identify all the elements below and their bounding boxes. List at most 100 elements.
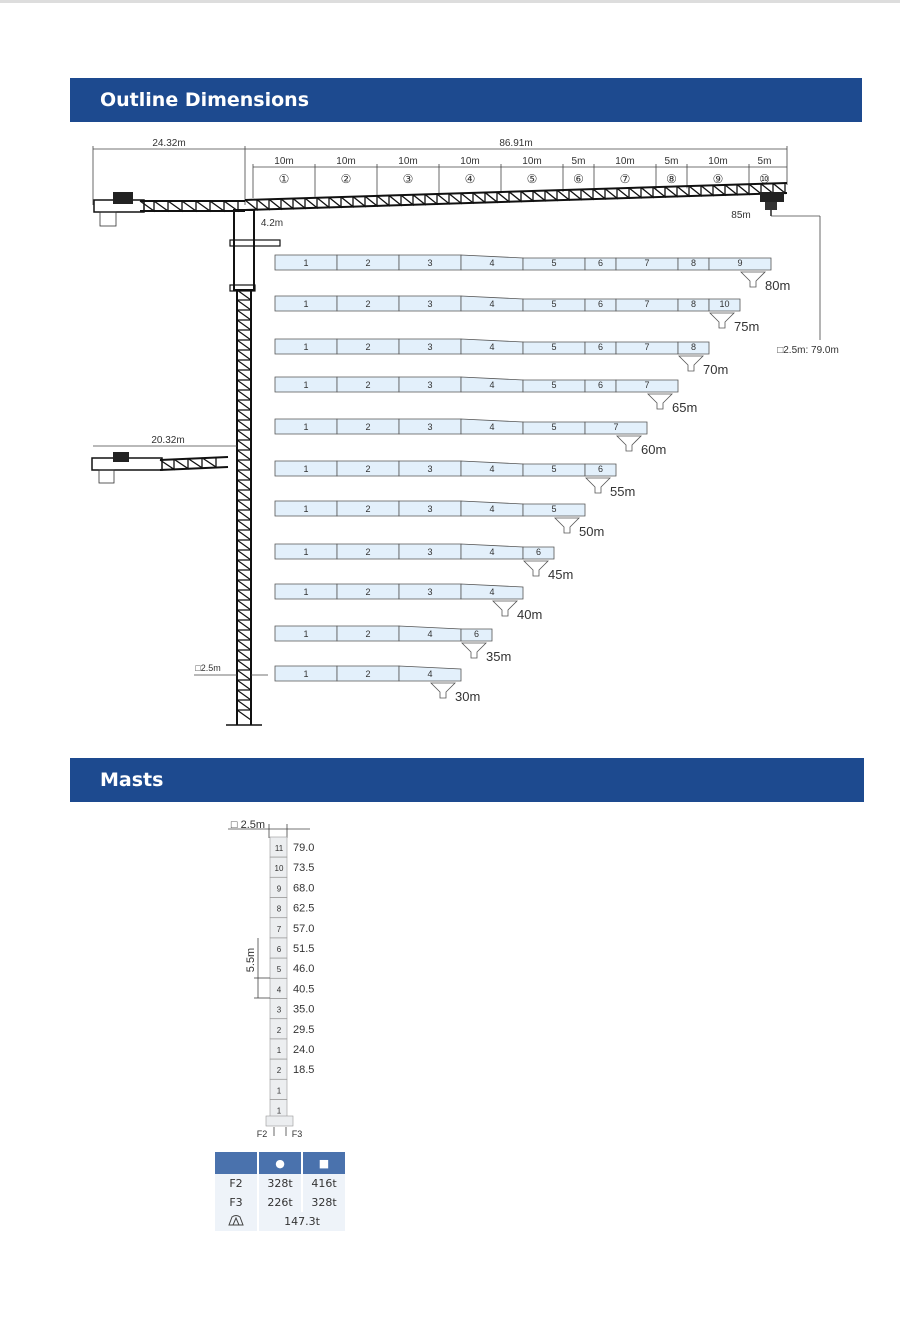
jib-section-length: 10m bbox=[522, 156, 541, 167]
jib-segment bbox=[398, 665, 462, 682]
jib-section-length: 10m bbox=[398, 156, 417, 167]
counterweight-icon bbox=[215, 1212, 257, 1231]
jib-segment-number: 1 bbox=[303, 669, 308, 679]
jib-segment-number: 6 bbox=[536, 547, 541, 557]
jib-length-label: 65m bbox=[672, 400, 697, 415]
cell: 226t bbox=[259, 1193, 301, 1212]
jib-segment-number: 6 bbox=[598, 299, 603, 309]
mast-height-value: 68.0 bbox=[293, 882, 314, 894]
mast-base-section bbox=[265, 1115, 294, 1127]
jib-section-number: ⑦ bbox=[620, 172, 631, 186]
jib-segment-number: 3 bbox=[427, 380, 432, 390]
jib-segment-number: 5 bbox=[551, 422, 556, 432]
mast-height-value: 40.5 bbox=[293, 983, 314, 995]
jib-section-number: ⑨ bbox=[713, 172, 724, 186]
hoist-winch bbox=[113, 192, 133, 204]
platform bbox=[229, 239, 281, 247]
jib-length-label: 70m bbox=[703, 362, 728, 377]
jib-section-length: 5m bbox=[665, 156, 679, 167]
jib-segment bbox=[708, 298, 741, 312]
mast-section-type: 1 bbox=[277, 1086, 282, 1095]
jib-segment-number: 1 bbox=[303, 299, 308, 309]
jib-section-number: ⑧ bbox=[666, 172, 677, 186]
jib-truss bbox=[244, 182, 788, 201]
jib-segment-number: 4 bbox=[489, 587, 494, 597]
mast-section-type: 7 bbox=[277, 925, 282, 934]
mast-height-value: 35.0 bbox=[293, 1004, 314, 1016]
mast-load-table: ● ■ F2 328t 416t F3 226t 328t 147.3t bbox=[213, 1152, 347, 1231]
jib-segment-number: 5 bbox=[551, 464, 556, 474]
jib-segment-number: 7 bbox=[644, 342, 649, 352]
row-label: F3 bbox=[215, 1193, 257, 1212]
jib-segment-number: 3 bbox=[427, 299, 432, 309]
jib-section-length: 5m bbox=[572, 156, 586, 167]
jib-section-length: 5m bbox=[758, 156, 772, 167]
jib-section-number: ⑤ bbox=[527, 172, 538, 186]
jib-segment-number: 3 bbox=[427, 464, 432, 474]
platform bbox=[229, 284, 256, 292]
jib-segment-number: 1 bbox=[303, 342, 308, 352]
lower-jib-truss bbox=[159, 466, 229, 471]
jib-section-length: 10m bbox=[460, 156, 479, 167]
mast-height-value: 24.0 bbox=[293, 1044, 314, 1056]
jib-segment bbox=[460, 628, 493, 642]
jib-segment-number: 4 bbox=[427, 629, 432, 639]
mast-height-value: 18.5 bbox=[293, 1064, 314, 1076]
table-row: F3 226t 328t bbox=[215, 1193, 345, 1212]
jib-length-label: 75m bbox=[734, 319, 759, 334]
jib-segment-number: 6 bbox=[598, 464, 603, 474]
jib-segment bbox=[677, 341, 710, 355]
table-header-blank bbox=[215, 1152, 257, 1174]
jib-segment-number: 4 bbox=[427, 669, 432, 679]
jib-section-length: 10m bbox=[274, 156, 293, 167]
jib-segment-number: 4 bbox=[489, 504, 494, 514]
mast-section-type: 2 bbox=[277, 1066, 282, 1075]
jib-length-label: 55m bbox=[610, 484, 635, 499]
mast-section-type: 10 bbox=[275, 864, 284, 873]
force-f3-label: F3 bbox=[292, 1129, 303, 1139]
jib-segment-number: 6 bbox=[474, 629, 479, 639]
jib-truss-lacing bbox=[244, 182, 786, 211]
hook-icon bbox=[616, 435, 642, 452]
lower-hoist-winch bbox=[113, 452, 129, 462]
lower-counter-jib-length-label: 20.32m bbox=[151, 435, 184, 446]
mast-section-type: 2 bbox=[277, 1026, 282, 1035]
jib-segment-number: 2 bbox=[365, 504, 370, 514]
jib-length-label: 40m bbox=[517, 607, 542, 622]
mast-section-type: 1 bbox=[277, 1107, 282, 1116]
jib-segment-number: 1 bbox=[303, 258, 308, 268]
mast-section-type: 1 bbox=[277, 1046, 282, 1055]
jib-length-label: 86.91m bbox=[499, 138, 532, 149]
section-height-label: 5.5m bbox=[245, 948, 257, 972]
jib-segment-number: 4 bbox=[489, 380, 494, 390]
jib-segment-number: 1 bbox=[303, 380, 308, 390]
lower-counterweight-block bbox=[98, 469, 115, 484]
jib-segment-number: 5 bbox=[551, 299, 556, 309]
jib-segment-number: 7 bbox=[613, 422, 618, 432]
jib-segment-number: 3 bbox=[427, 587, 432, 597]
hook-icon bbox=[554, 517, 580, 534]
jib-segment bbox=[460, 583, 524, 600]
jib-section-length: 10m bbox=[615, 156, 634, 167]
jib-segment-number: 7 bbox=[644, 258, 649, 268]
jib-segment-number: 7 bbox=[644, 380, 649, 390]
jib-segment-number: 1 bbox=[303, 587, 308, 597]
mast-section-type: 11 bbox=[275, 844, 284, 853]
jib-segment-number: 1 bbox=[303, 504, 308, 514]
jib-segment-number: 2 bbox=[365, 669, 370, 679]
row-label: F2 bbox=[215, 1174, 257, 1193]
jib-segment-number: 8 bbox=[691, 342, 696, 352]
mast-section-type: 6 bbox=[277, 945, 282, 954]
jib-segment-number: 1 bbox=[303, 464, 308, 474]
jib-segment-number: 2 bbox=[365, 547, 370, 557]
jib-section-number: ③ bbox=[403, 172, 414, 186]
table-row: F2 328t 416t bbox=[215, 1174, 345, 1193]
jib-segment-number: 5 bbox=[551, 342, 556, 352]
mast-height-value: 79.0 bbox=[293, 842, 314, 854]
hook-icon bbox=[430, 682, 456, 699]
jib-segment-number: 6 bbox=[598, 258, 603, 268]
jib-segment-number: 3 bbox=[427, 504, 432, 514]
lower-jib-truss-lacing bbox=[159, 457, 217, 471]
mast-lacing bbox=[236, 289, 252, 721]
